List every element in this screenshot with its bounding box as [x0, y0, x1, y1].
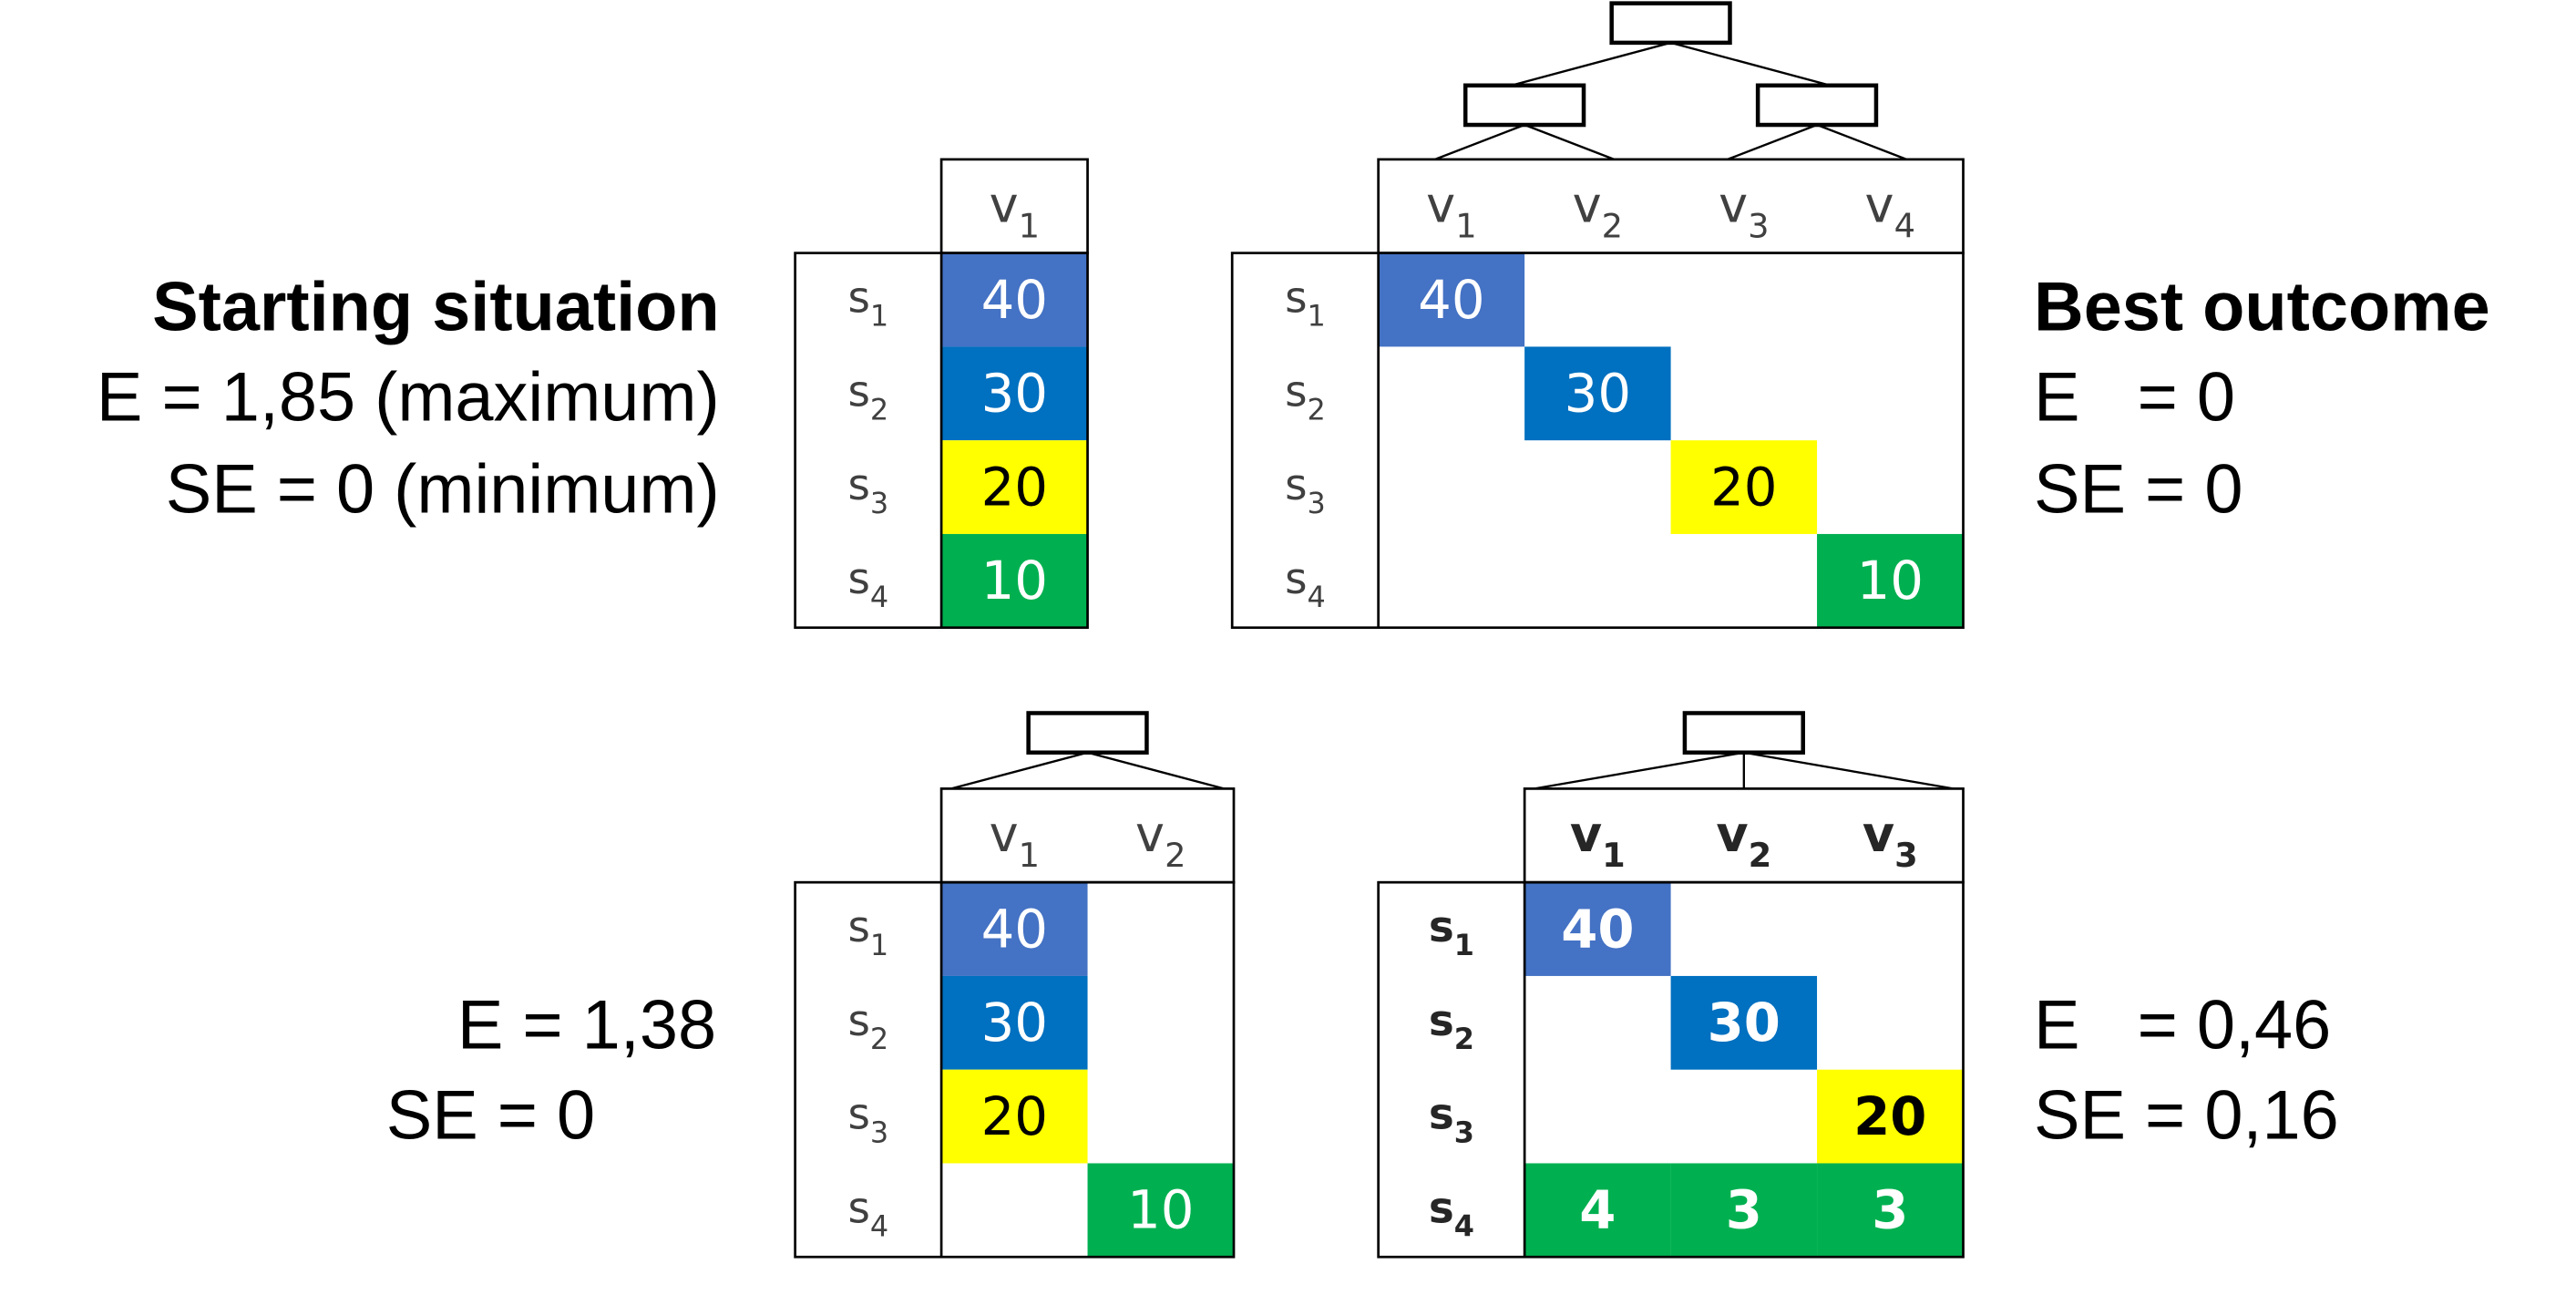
tree-edge — [1434, 123, 1525, 160]
cell-value: 4 — [1579, 1179, 1616, 1241]
column-header: v3 — [1719, 176, 1769, 245]
cell-fill — [1524, 882, 1671, 976]
cell-value: 10 — [981, 550, 1048, 612]
bottom-left-se: SE = 0 — [386, 1076, 595, 1154]
cell-fill — [1378, 252, 1525, 347]
starting-situation-se: SE = 0 (minimum) — [166, 451, 720, 529]
cell-value: 3 — [1872, 1179, 1908, 1241]
cell-fill — [941, 252, 1088, 347]
bottom-left-e: E = 1,38 — [457, 986, 716, 1064]
tree-node — [1026, 711, 1149, 755]
row-label: s4 — [1429, 1183, 1474, 1243]
cell-fill — [941, 1069, 1088, 1164]
column-header: v4 — [1865, 176, 1915, 245]
cell-fill — [1817, 533, 1964, 628]
tables-group: 40 30 20 10 v1 s1 s2 s3 s4 40 30 20 10 v1 v2 v3 v4 s1 s2 s3… — [794, 1, 1965, 1259]
row-label: s2 — [1285, 366, 1326, 427]
cell-value: 10 — [1857, 550, 1924, 612]
cell-value: 10 — [1127, 1179, 1194, 1241]
cell-value: 20 — [1853, 1085, 1926, 1147]
row-label: s1 — [1429, 902, 1474, 962]
cell-fill — [941, 440, 1088, 534]
column-header: v1 — [990, 176, 1040, 245]
header-box — [939, 787, 1236, 884]
cell-fill — [1817, 1163, 1964, 1258]
grid-box — [794, 880, 1236, 1259]
column-header: v3 — [1863, 806, 1918, 875]
tree-edge — [950, 751, 1088, 790]
row-label: s4 — [847, 1183, 888, 1243]
tree-edge — [1524, 123, 1615, 160]
cell-value: 40 — [1561, 898, 1634, 960]
tree-node — [1682, 711, 1805, 755]
cell-fill — [941, 346, 1088, 441]
tree-edge — [1727, 123, 1818, 160]
column-header: v2 — [1573, 176, 1623, 245]
cell-value: 30 — [981, 992, 1048, 1053]
row-label: s3 — [1285, 460, 1326, 520]
cell-value: 30 — [981, 363, 1048, 425]
row-label: s1 — [847, 902, 888, 962]
row-label: s1 — [1285, 273, 1326, 334]
cell-value: 30 — [1708, 992, 1781, 1053]
row-label: s2 — [847, 366, 888, 427]
cell-value: 40 — [981, 269, 1048, 331]
row-label: s3 — [847, 460, 888, 520]
row-label: s3 — [1429, 1090, 1474, 1150]
tree-node — [1755, 83, 1879, 128]
caption-group: Starting situation E = 1,85 (maximum) SE… — [97, 268, 2490, 1154]
row-label: s3 — [847, 1090, 888, 1150]
best-outcome-e: E = 0 — [2034, 359, 2235, 437]
table-bottom-right: 40 30 20 4 3 3 v1 v2 v3 s1 s2 s3 s4 — [1377, 711, 1965, 1259]
bottom-right-e: E = 0,46 — [2034, 986, 2331, 1064]
tree-edge — [1087, 751, 1225, 790]
best-outcome-title: Best outcome — [2034, 268, 2490, 345]
tree-edge — [1743, 751, 1954, 790]
cell-value: 40 — [1418, 269, 1484, 331]
cell-fill — [1670, 440, 1818, 534]
cell-value: 30 — [1565, 363, 1631, 425]
column-header: v2 — [1135, 806, 1185, 875]
cell-fill — [1670, 975, 1818, 1070]
table-top-left: 40 30 20 10 v1 s1 s2 s3 s4 — [794, 158, 1089, 630]
cell-value: 20 — [1710, 456, 1777, 518]
starting-situation-e: E = 1,85 (maximum) — [97, 359, 720, 437]
row-label: s2 — [847, 996, 888, 1056]
tree-edge — [1816, 123, 1907, 160]
row-label: s4 — [847, 554, 888, 614]
cell-fill — [1524, 346, 1671, 441]
bottom-right-se: SE = 0,16 — [2034, 1076, 2339, 1154]
row-label: s2 — [1429, 996, 1474, 1056]
cell-value: 3 — [1726, 1179, 1762, 1241]
tree-node — [1462, 83, 1586, 128]
column-header: v1 — [1570, 806, 1626, 875]
table-bottom-left: 40 30 20 10 v1 v2 s1 s2 s3 s4 — [794, 711, 1236, 1259]
column-header: v1 — [1426, 176, 1476, 245]
tree-root-node — [1609, 1, 1732, 46]
best-outcome-se: SE = 0 — [2034, 451, 2242, 529]
tree-edge — [1670, 41, 1831, 87]
cell-fill — [1087, 1163, 1235, 1258]
cell-fill — [941, 882, 1088, 976]
grid-box — [1230, 252, 1965, 630]
tree-edge — [1534, 751, 1745, 790]
cell-value: 40 — [981, 898, 1048, 960]
table-top-right: 40 30 20 10 v1 v2 v3 v4 s1 s2 s3 s4 — [1230, 1, 1965, 630]
cell-value: 20 — [981, 456, 1048, 518]
column-header: v2 — [1716, 806, 1771, 875]
cell-fill — [941, 975, 1088, 1070]
cell-fill — [1670, 1163, 1818, 1258]
row-label: s4 — [1285, 554, 1326, 614]
cell-value: 20 — [981, 1085, 1048, 1147]
tree-edge — [1511, 41, 1671, 87]
row-label: s1 — [847, 273, 888, 334]
cell-fill — [1524, 1163, 1671, 1258]
grid-box — [1377, 880, 1965, 1259]
cell-fill — [941, 533, 1088, 628]
cell-fill — [1817, 1069, 1964, 1164]
column-header: v1 — [990, 806, 1040, 875]
starting-situation-title: Starting situation — [152, 268, 720, 345]
